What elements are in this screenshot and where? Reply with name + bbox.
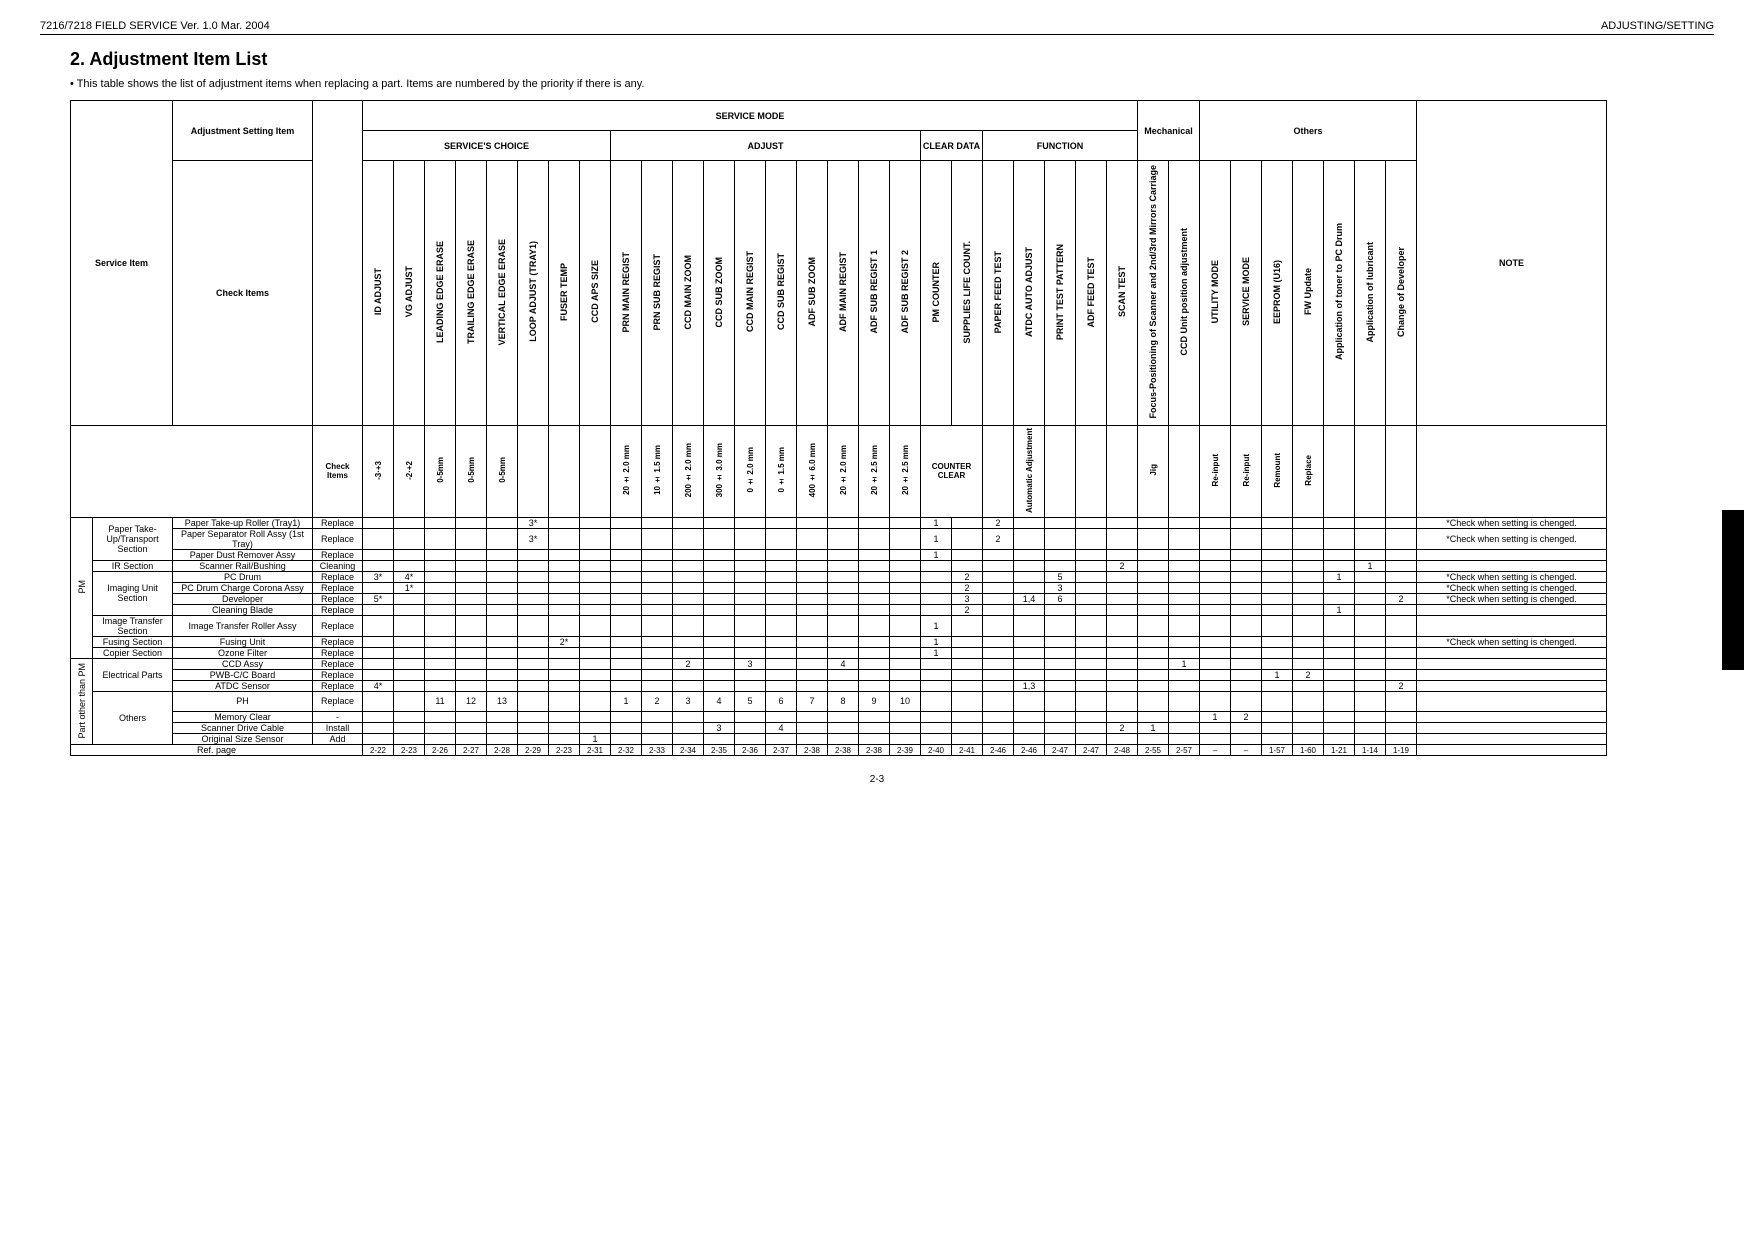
side-tab [1722,510,1744,670]
doc-header-right: ADJUSTING/SETTING [1601,20,1714,32]
page-number: 2-3 [40,774,1714,785]
adjustment-table: Service ItemAdjustment Setting ItemSERVI… [70,100,1607,756]
doc-header-left: 7216/7218 FIELD SERVICE Ver. 1.0 Mar. 20… [40,20,270,32]
intro-text: • This table shows the list of adjustmen… [70,78,1714,90]
page-title: 2. Adjustment Item List [70,49,1714,70]
